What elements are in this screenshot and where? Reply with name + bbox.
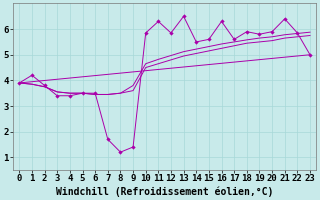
- X-axis label: Windchill (Refroidissement éolien,°C): Windchill (Refroidissement éolien,°C): [56, 186, 273, 197]
